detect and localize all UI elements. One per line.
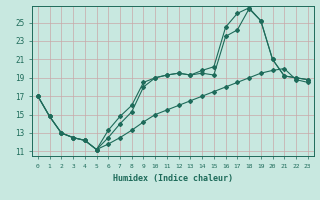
X-axis label: Humidex (Indice chaleur): Humidex (Indice chaleur) [113,174,233,183]
